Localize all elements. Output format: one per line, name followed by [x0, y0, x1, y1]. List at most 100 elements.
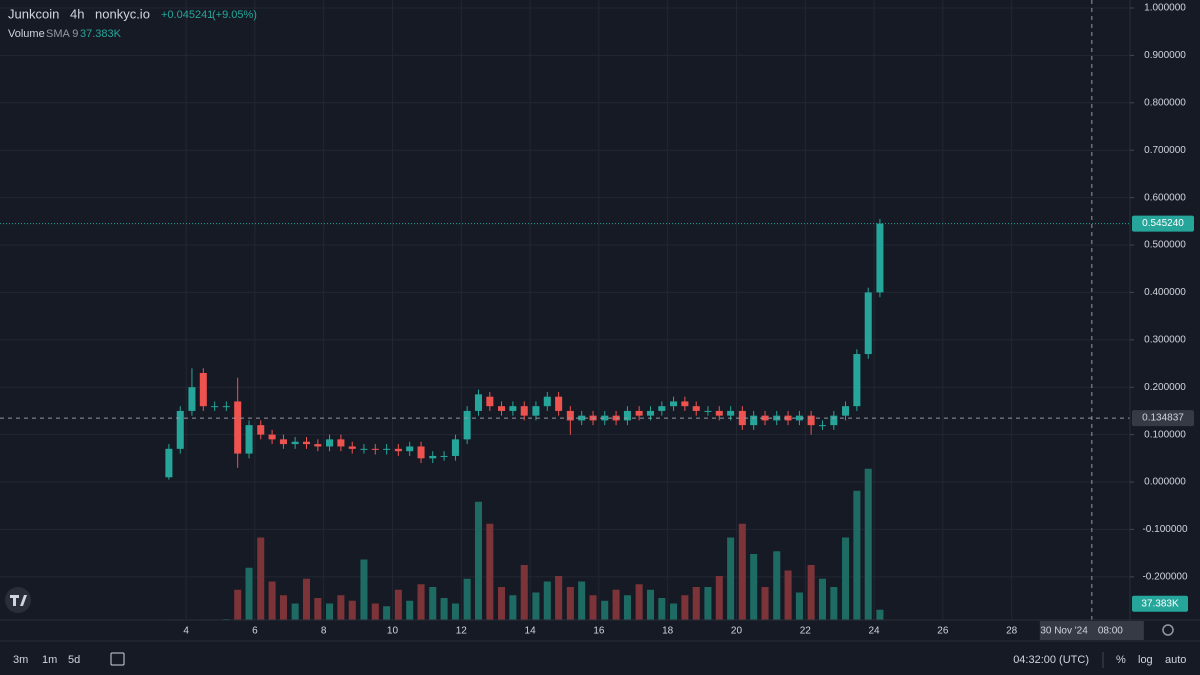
- volume-bar: [291, 603, 299, 620]
- range-button[interactable]: 3m: [13, 654, 28, 666]
- utc-clock[interactable]: 04:32:00 (UTC): [1013, 654, 1089, 666]
- volume-bar: [451, 603, 459, 620]
- candle-body: [279, 439, 287, 445]
- volume-bar: [302, 578, 311, 620]
- candle-body: [234, 401, 242, 454]
- volume-bar: [646, 589, 654, 620]
- volume-bar: [383, 606, 391, 620]
- volume-bar: [795, 592, 803, 620]
- volume-bar: [371, 603, 379, 620]
- candle-body: [727, 410, 735, 416]
- candle-body: [383, 448, 391, 450]
- volume-bar: [314, 598, 322, 620]
- candle-body: [440, 455, 448, 457]
- candle-body: [348, 446, 356, 449]
- candle-body: [761, 415, 769, 421]
- candle-body: [532, 406, 540, 416]
- last-price-badge: [1132, 215, 1194, 232]
- x-tick-label: 16: [593, 626, 605, 637]
- axes: 1.000000 0.900000 0.800000 0.700000 0.600000…: [183, 3, 1194, 640]
- interval: 4h: [70, 6, 84, 21]
- crosshair-clock-label: 08:00: [1098, 626, 1123, 637]
- volume-bar: [876, 609, 884, 620]
- candle-body: [795, 415, 803, 421]
- y-tick-label: 0.300000: [1144, 334, 1186, 345]
- log-toggle[interactable]: log: [1138, 654, 1153, 666]
- volume-bar: [818, 578, 826, 620]
- candle-body: [520, 406, 528, 416]
- candle-body: [830, 415, 838, 426]
- range-button[interactable]: 1m: [42, 654, 57, 666]
- candle-body: [715, 410, 723, 416]
- volume-bar: [474, 501, 483, 620]
- settings-icon[interactable]: [1162, 624, 1174, 636]
- crosshair-time-badge: [1039, 621, 1144, 640]
- volume-bar: [348, 600, 356, 620]
- candle-body: [807, 415, 815, 426]
- y-tick-label: 0.200000: [1144, 382, 1186, 393]
- candle-body: [635, 410, 643, 416]
- volume-title: Volume: [8, 28, 45, 40]
- symbol: Junkcoin: [8, 6, 59, 21]
- volume-bar: [589, 595, 597, 620]
- candle-body: [853, 354, 861, 407]
- percent-toggle[interactable]: %: [1116, 654, 1126, 666]
- candle-body: [451, 439, 459, 456]
- volume-bar: [830, 587, 838, 620]
- candle-body: [784, 415, 792, 421]
- date-range-icon[interactable]: [110, 652, 125, 666]
- logo[interactable]: [5, 587, 31, 613]
- candle-body: [199, 372, 207, 407]
- volume-bar: [326, 603, 334, 620]
- x-tick-label: 12: [456, 626, 468, 637]
- volume-bar: [440, 598, 448, 620]
- candle-body: [360, 448, 368, 450]
- volume-bar: [612, 589, 620, 620]
- change: +0.045241: [161, 9, 213, 21]
- logo-badge[interactable]: [5, 587, 31, 613]
- volume-bar: [486, 523, 494, 620]
- volume-bar: [784, 570, 792, 620]
- volume-bar: [509, 595, 517, 620]
- candle-body: [578, 415, 586, 421]
- candle-body: [543, 396, 551, 407]
- candle-body: [750, 415, 758, 426]
- candle-body: [498, 406, 506, 411]
- grid: [0, 0, 1130, 620]
- candle-body: [658, 406, 666, 411]
- candle-body: [566, 410, 574, 421]
- x-tick-label: 6: [252, 626, 258, 637]
- candle-body: [326, 439, 334, 447]
- candle-body: [738, 410, 746, 426]
- y-tick-label: 1.000000: [1144, 3, 1186, 14]
- x-tick-label: 22: [800, 626, 812, 637]
- candle-body: [670, 401, 678, 407]
- volume-bar: [727, 537, 735, 620]
- volume-bar: [566, 587, 574, 620]
- candle-body: [406, 446, 414, 452]
- volume-bar: [279, 595, 287, 620]
- candle-body: [165, 448, 173, 478]
- volume-bar: [715, 576, 723, 620]
- volume-bar: [578, 581, 586, 620]
- candle-body: [257, 425, 265, 435]
- candle-body: [268, 434, 276, 440]
- x-tick-label: 24: [869, 626, 881, 637]
- range-button[interactable]: 5d: [68, 654, 80, 666]
- x-tick-label: 26: [937, 626, 949, 637]
- volume-bar: [864, 468, 872, 620]
- x-tick-label: 10: [387, 626, 399, 637]
- candle-body: [876, 223, 884, 293]
- candle-body: [337, 439, 345, 447]
- volume-bar: [601, 600, 609, 620]
- candle-body: [681, 401, 689, 407]
- candle-body: [474, 394, 483, 411]
- volume-bar: [853, 490, 861, 620]
- y-tick-label: 0.700000: [1144, 145, 1186, 156]
- last-volume-badge: [1132, 595, 1188, 612]
- volume-bar: [750, 554, 758, 620]
- candle-body: [818, 425, 826, 427]
- auto-toggle[interactable]: auto: [1165, 654, 1186, 666]
- volume-bar: [543, 581, 551, 620]
